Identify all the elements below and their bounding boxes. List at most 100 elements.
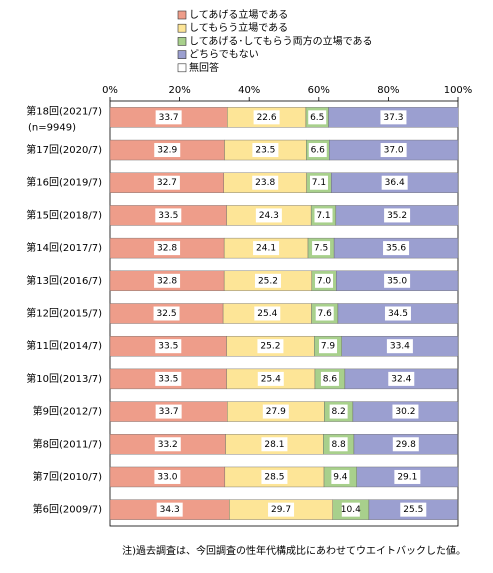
label-box: [253, 241, 280, 256]
legend-swatch: [177, 37, 187, 46]
value-label: 27.9: [266, 407, 286, 417]
label-box: [155, 404, 182, 419]
value-label: 28.5: [264, 472, 284, 482]
y-tick-label: 第12回(2015/7): [26, 307, 102, 320]
label-box: [380, 110, 407, 125]
y-tick-label: 第13回(2016/7): [26, 274, 102, 287]
label-box: [252, 175, 279, 190]
value-label: 23.8: [255, 178, 275, 188]
legend-swatch: [177, 10, 187, 20]
value-label: 33.4: [390, 342, 410, 352]
value-label: 8.6: [323, 374, 338, 384]
label-box: [384, 306, 411, 321]
value-label: 33.2: [158, 440, 178, 450]
label-box: [384, 273, 411, 288]
y-tick-label: 第9回(2012/7): [33, 405, 102, 418]
value-label: 25.2: [258, 276, 278, 286]
value-label: 33.7: [159, 407, 179, 417]
y-tick-label: 第10回(2013/7): [26, 372, 102, 385]
y-tick-label: 第18回(2021/7): [26, 104, 102, 117]
value-label: 36.4: [385, 178, 405, 188]
legend-swatch: [177, 23, 187, 33]
label-box: [329, 404, 348, 419]
label-box: [261, 437, 288, 452]
legend-swatch: [177, 50, 187, 59]
label-box: [380, 143, 407, 158]
label-box: [400, 502, 427, 517]
label-box: [261, 469, 288, 484]
label-box: [154, 241, 181, 256]
y-tick-label: 第6回(2009/7): [33, 503, 102, 516]
y-tick-label: 第11回(2014/7): [26, 339, 102, 352]
value-label: 34.5: [388, 309, 408, 319]
value-label: 7.1: [316, 211, 330, 221]
value-label: 25.4: [261, 374, 281, 384]
value-label: 32.4: [391, 374, 411, 384]
label-box: [156, 502, 183, 517]
value-label: 33.5: [158, 211, 178, 221]
label-box: [329, 437, 348, 452]
value-label: 32.9: [157, 146, 177, 156]
label-box: [257, 371, 284, 386]
label-box: [154, 469, 181, 484]
label-box: [394, 469, 421, 484]
value-label: 6.6: [311, 146, 326, 156]
label-box: [262, 404, 289, 419]
legend-label: してあげる･してもらう両方の立場である: [189, 34, 373, 47]
value-label: 37.0: [384, 146, 404, 156]
label-box: [381, 175, 408, 190]
label-box: [315, 306, 334, 321]
value-label: 29.1: [397, 472, 417, 482]
y-tick-label: 第17回(2020/7): [26, 143, 102, 156]
value-label: 33.0: [157, 472, 177, 482]
value-label: 29.8: [396, 440, 416, 450]
label-box: [383, 241, 410, 256]
label-box: [154, 437, 181, 452]
value-label: 32.5: [157, 309, 177, 319]
label-box: [155, 371, 182, 386]
value-label: 7.5: [314, 244, 328, 254]
value-label: 7.6: [318, 309, 333, 319]
value-label: 7.1: [312, 178, 326, 188]
label-box: [392, 404, 419, 419]
label-box: [153, 306, 180, 321]
value-label: 9.4: [333, 472, 348, 482]
value-label: 29.7: [271, 505, 291, 515]
label-box: [155, 339, 182, 354]
legend-label: してあげる立場である: [189, 8, 288, 21]
label-box: [384, 208, 411, 223]
label-box: [155, 208, 182, 223]
value-label: 24.1: [256, 244, 276, 254]
label-box: [255, 208, 282, 223]
label-box: [309, 175, 328, 190]
x-tick-label: 20%: [168, 85, 190, 96]
value-label: 23.5: [255, 146, 275, 156]
value-label: 8.8: [331, 440, 346, 450]
x-tick-label: 40%: [238, 85, 260, 96]
label-box: [154, 273, 181, 288]
value-label: 10.4: [341, 505, 361, 515]
footnote: 注)過去調査は、今回調査の性年代構成比にあわせてウエイトバックした値。: [122, 544, 466, 557]
legend-label: 無回答: [189, 61, 219, 74]
label-box: [312, 241, 331, 256]
value-label: 24.3: [259, 211, 279, 221]
value-label: 35.2: [387, 211, 407, 221]
value-label: 25.2: [260, 342, 280, 352]
label-box: [154, 143, 181, 158]
value-label: 25.4: [257, 309, 277, 319]
value-label: 33.5: [158, 374, 178, 384]
label-box: [153, 175, 180, 190]
sample-note: (n=9949): [28, 122, 76, 133]
value-label: 25.5: [403, 505, 423, 515]
label-box: [257, 339, 284, 354]
x-tick-label: 60%: [308, 85, 330, 96]
value-label: 33.7: [159, 113, 179, 123]
value-label: 7.0: [317, 276, 332, 286]
value-label: 28.1: [264, 440, 284, 450]
label-box: [155, 110, 182, 125]
value-label: 7.9: [321, 342, 336, 352]
label-box: [386, 339, 413, 354]
value-label: 35.0: [387, 276, 407, 286]
x-tick-label: 80%: [377, 85, 399, 96]
x-tick-label: 100%: [444, 85, 473, 96]
